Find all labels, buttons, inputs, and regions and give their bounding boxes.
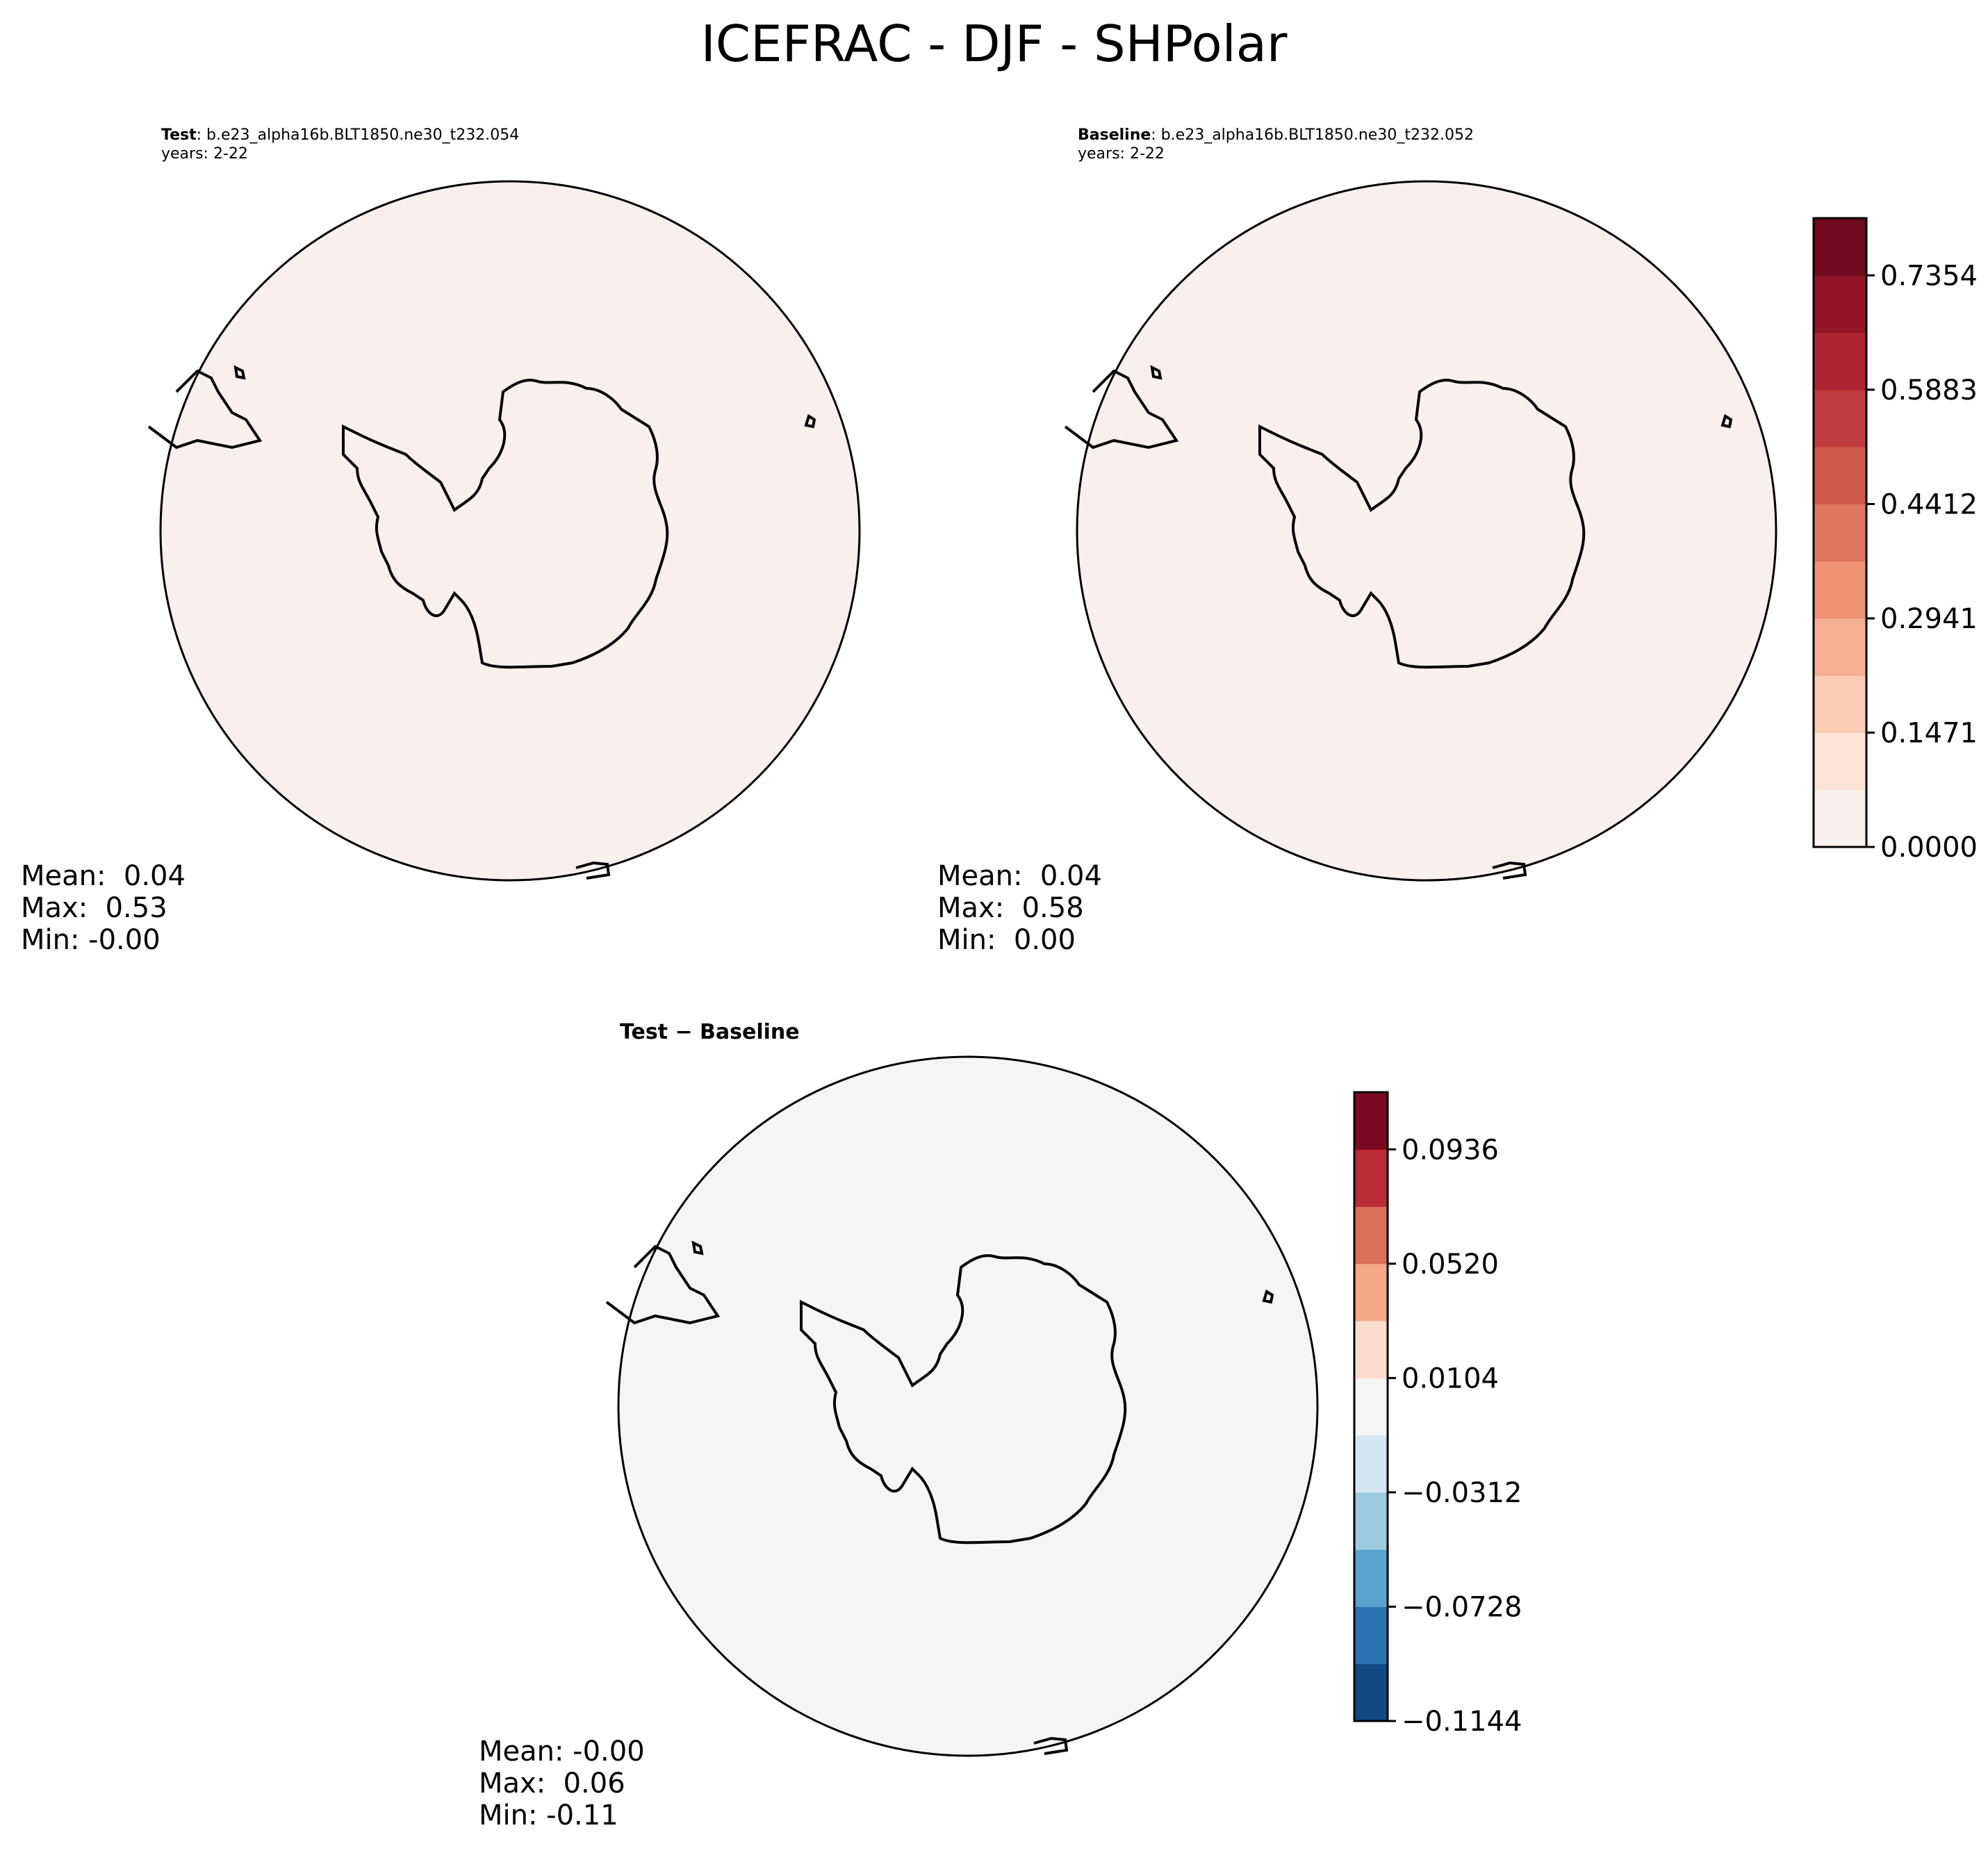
diff-colorbar-level-3 — [1354, 1492, 1388, 1550]
baseline-colorbar-tick-label-1: 0.1471 — [1880, 717, 1978, 749]
diff-colorbar-level-10 — [1354, 1092, 1388, 1150]
test-stats: Mean: 0.04 Max: 0.53 Min: -0.00 — [21, 860, 186, 956]
baseline-map-boundary — [1076, 180, 1777, 882]
diff-colorbar-level-0 — [1354, 1663, 1388, 1722]
diff-stat-max: Max: 0.06 — [479, 1768, 625, 1800]
diff-stat-min: Min: -0.11 — [479, 1800, 618, 1831]
diff-colorbar-level-8 — [1354, 1206, 1388, 1265]
test-map-background — [161, 181, 860, 880]
baseline-colorbar-frame — [1812, 217, 1868, 848]
baseline-colorbar-level-6 — [1814, 447, 1866, 504]
baseline-colorbar-level-1 — [1814, 732, 1866, 791]
baseline-colorbar-level-9 — [1814, 275, 1866, 333]
diff-colorbar-level-6 — [1354, 1321, 1388, 1378]
diff-map-background — [618, 1057, 1317, 1756]
diff-panel-title: Test − Baseline — [620, 1020, 800, 1044]
baseline-panel-title: Baseline: b.e23_alpha16b.BLT1850.ne30_t2… — [1078, 126, 1474, 163]
baseline-stats: Mean: 0.04 Max: 0.58 Min: 0.00 — [937, 860, 1102, 956]
baseline-colorbar-level-7 — [1814, 389, 1866, 447]
test-title-bold: Test — [161, 126, 197, 144]
test-stat-max: Max: 0.53 — [21, 892, 167, 924]
diff-colorbar-level-4 — [1354, 1435, 1388, 1493]
test-title-case: : b.e23_alpha16b.BLT1850.ne30_t232.054 — [196, 126, 520, 144]
diff-stat-mean: Mean: -0.00 — [479, 1736, 645, 1768]
diff-colorbar-tick-label-3: 0.0104 — [1402, 1362, 1499, 1394]
baseline-colorbar-tick-label-4: 0.5883 — [1880, 374, 1978, 406]
diff-colorbar-frame — [1353, 1091, 1389, 1722]
baseline-colorbar-tick-label-2: 0.2941 — [1880, 603, 1978, 635]
baseline-colorbar-level-4 — [1814, 561, 1866, 619]
diff-colorbar-tick-label-5: 0.0936 — [1402, 1134, 1499, 1166]
test-map-boundary — [159, 180, 861, 882]
baseline-colorbar: 0.0000 0.1471 0.2941 0.4412 0.5883 0.7354 — [1812, 217, 1978, 864]
baseline-stat-max: Max: 0.58 — [937, 892, 1084, 924]
test-panel-title: Test: b.e23_alpha16b.BLT1850.ne30_t232.0… — [161, 126, 519, 163]
test-stat-min: Min: -0.00 — [21, 924, 161, 956]
baseline-stat-min: Min: 0.00 — [937, 924, 1076, 956]
diff-colorbar-level-2 — [1354, 1549, 1388, 1607]
test-years: years: 2-22 — [161, 145, 248, 163]
diff-colorbar-tick-label-0: −0.1144 — [1402, 1706, 1522, 1738]
baseline-colorbar-level-0 — [1814, 789, 1866, 848]
baseline-colorbar-level-2 — [1814, 675, 1866, 733]
diff-coastlines — [605, 1240, 1274, 1755]
diff-colorbar: −0.1144 −0.0728 −0.0312 0.0104 0.0520 0.0936 — [1353, 1091, 1522, 1738]
baseline-colorbar-level-10 — [1814, 218, 1866, 276]
baseline-colorbar-tick-label-5: 0.7354 — [1880, 260, 1978, 292]
diff-colorbar-level-5 — [1354, 1378, 1388, 1436]
baseline-colorbar-level-3 — [1814, 618, 1866, 676]
diff-colorbar-tick-label-1: −0.0728 — [1402, 1591, 1522, 1623]
figure-title: ICEFRAC - DJF - SHPolar — [700, 15, 1288, 73]
diff-stats: Mean: -0.00 Max: 0.06 Min: -0.11 — [479, 1736, 645, 1831]
diff-colorbar-level-1 — [1354, 1606, 1388, 1665]
test-coastlines — [147, 365, 816, 880]
diff-colorbar-level-9 — [1354, 1149, 1388, 1208]
baseline-title-bold: Baseline — [1078, 126, 1151, 144]
diff-colorbar-tick-label-2: −0.0312 — [1402, 1477, 1522, 1509]
test-stat-mean: Mean: 0.04 — [21, 860, 186, 892]
baseline-colorbar-level-8 — [1814, 332, 1866, 390]
diff-colorbar-tick-label-4: 0.0520 — [1402, 1249, 1499, 1280]
baseline-years: years: 2-22 — [1078, 145, 1165, 163]
baseline-title-case: : b.e23_alpha16b.BLT1850.ne30_t232.052 — [1151, 126, 1474, 144]
diff-map-boundary — [617, 1055, 1319, 1757]
baseline-colorbar-tick-label-3: 0.4412 — [1880, 488, 1978, 520]
baseline-colorbar-tick-label-0: 0.0000 — [1880, 832, 1978, 864]
baseline-map-background — [1077, 181, 1776, 880]
diff-colorbar-level-7 — [1354, 1263, 1388, 1321]
baseline-colorbar-level-5 — [1814, 504, 1866, 562]
baseline-coastlines — [1064, 365, 1733, 880]
baseline-stat-mean: Mean: 0.04 — [937, 860, 1102, 892]
